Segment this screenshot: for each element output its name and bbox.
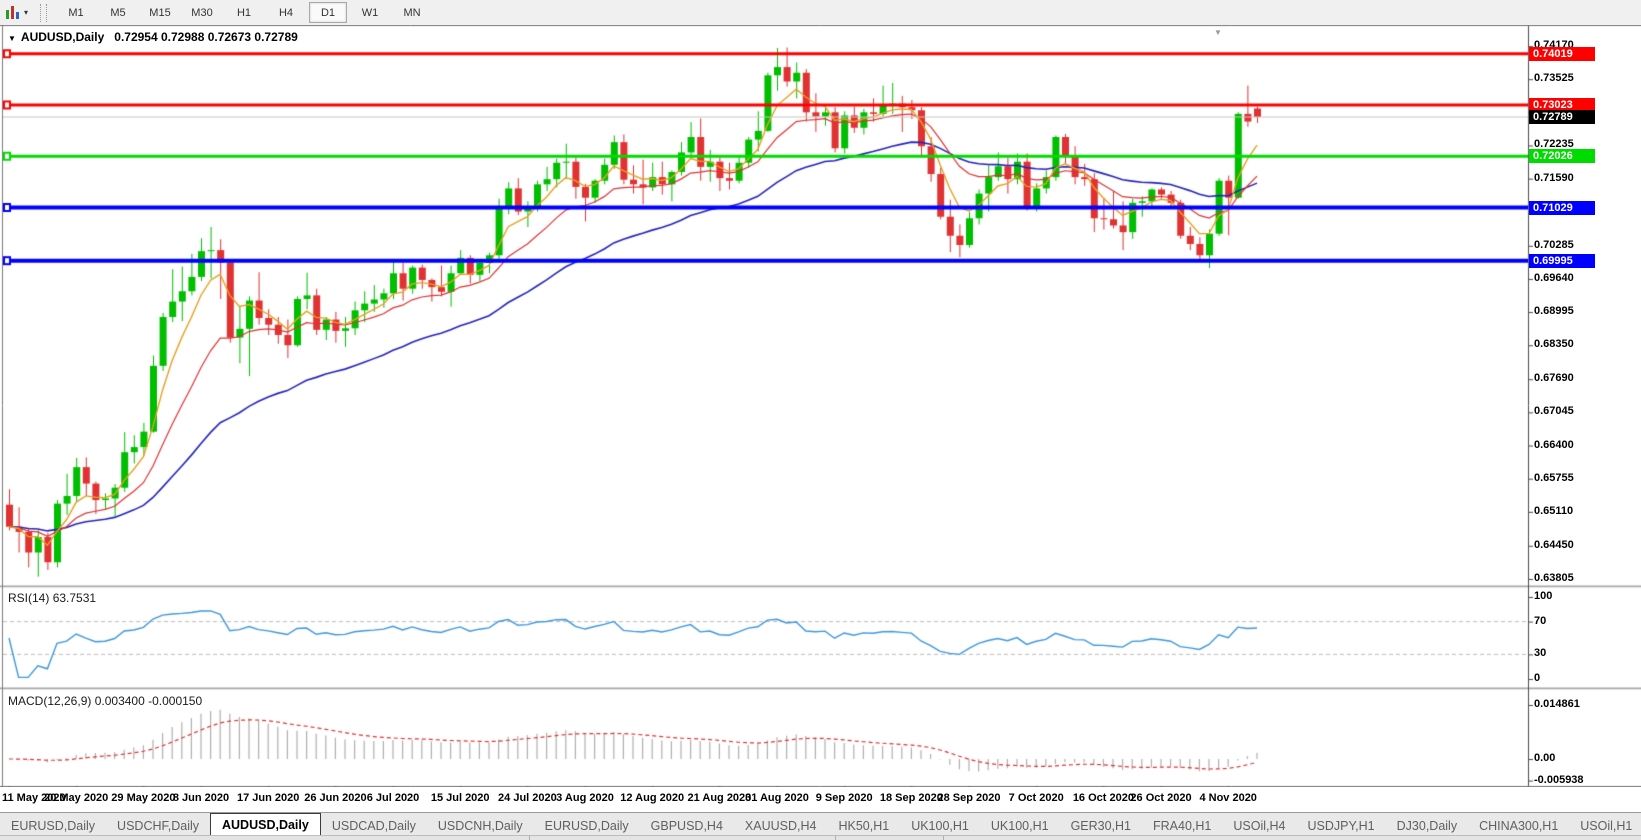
price-axis-tick: 0.65110 [1534,504,1574,517]
timeframe-buttons: M1 M5 M15 M30 H1 H4 D1 W1 MN [55,2,433,23]
level-price-badge: 0.69995 [1529,253,1595,268]
chart-tab-audusd-daily[interactable]: AUDUSD,Daily [210,813,321,836]
rsi-axis-tick: 70 [1534,614,1547,627]
timeframe-button-m15[interactable]: M15 [149,6,171,19]
chart-tab-uk100-h1[interactable]: UK100,H1 [911,819,969,833]
chart-tab-gbpusd-h4[interactable]: GBPUSD,H4 [650,819,723,833]
chart-tab-bar: EURUSD,Daily USDCHF,Daily AUDUSD,Daily USDC… [0,812,1641,836]
price-axis-tick: 0.68350 [1534,338,1574,351]
date-axis-label: 26 Jun 2020 [304,792,367,804]
date-axis-label: 7 Oct 2020 [1008,792,1064,804]
chart-tab-usdchf-daily[interactable]: USDCHF,Daily [117,819,199,833]
date-axis-label: 3 Aug 2020 [556,792,614,804]
chart-tab-usoil-h4[interactable]: USOil,H4 [1233,819,1286,833]
date-axis-label: 12 Aug 2020 [620,792,685,804]
date-axis-label: 31 Aug 2020 [745,792,809,804]
timeframe-button-m5[interactable]: M5 [110,6,126,19]
date-axis-label: 8 Jun 2020 [172,792,230,804]
date-axis-label: 29 May 2020 [111,792,176,804]
rsi-axis-tick: 100 [1534,590,1553,602]
timeframe-button-m30[interactable]: M30 [191,6,213,19]
status-bar [0,835,1641,840]
date-axis-label: 16 Oct 2020 [1072,792,1134,804]
date-axis-label: 18 Sep 2020 [879,792,943,804]
date-axis-label: 9 Sep 2020 [815,792,873,804]
chart-tab-dj30-daily[interactable]: DJ30,Daily [1396,819,1458,833]
date-axis-label: 24 Jul 2020 [498,792,557,804]
price-axis-tick: 0.72235 [1534,138,1574,151]
rsi-axis-tick: 30 [1534,647,1547,660]
level-price-badge: 0.73023 [1529,97,1595,112]
macd-axis-tick: 0.00 [1534,752,1556,764]
rsi-indicator-label: RSI(14) 63.7531 [8,591,97,605]
macd-values: 0.003400 -0.000150 [94,694,203,708]
chart-tab-china300-h1[interactable]: CHINA300,H1 [1479,819,1559,833]
chart-tab-xauusd-h4[interactable]: XAUUSD,H4 [744,819,817,833]
chart-tab-usdjpy-h1[interactable]: USDJPY,H1 [1307,819,1375,833]
price-axis-tick: 0.68995 [1534,305,1574,318]
price-axis-tick: 0.73525 [1534,72,1574,85]
price-chart-canvas[interactable] [0,25,1641,787]
chart-tab-hk50-h1[interactable]: HK50,H1 [838,819,890,833]
date-axis-label: 20 May 2020 [44,792,109,804]
current-price-badge: 0.72789 [1529,110,1595,124]
date-axis-label: 4 Nov 2020 [1199,792,1257,804]
timeframe-button-m1[interactable]: M1 [68,6,84,19]
macd-axis-tick: -0.005938 [1534,773,1584,786]
timeframe-toolbar: ▾ M1 M5 M15 M30 H1 H4 D1 W1 MN [0,0,1641,26]
price-axis-tick: 0.65755 [1534,471,1574,484]
chart-tab-eurusd-daily[interactable]: EURUSD,Daily [11,819,96,833]
level-price-badge: 0.74019 [1529,46,1595,61]
timeframe-button-mn[interactable]: MN [403,6,421,19]
level-price-badge: 0.71029 [1529,200,1595,215]
price-axis-tick: 0.64450 [1534,538,1574,551]
date-axis-label: 21 Aug 2020 [687,792,752,804]
price-axis-tick: 0.69640 [1534,271,1574,284]
date-axis-label: 28 Sep 2020 [937,792,1001,804]
price-axis-tick: 0.66400 [1534,438,1574,451]
chart-type-dropdown-icon[interactable]: ▾ [24,8,29,17]
chart-tab-usdcnh-daily[interactable]: USDCNH,Daily [437,819,523,833]
chart-ohlc-values: 0.72954 0.72988 0.72673 0.72789 [114,30,298,44]
chart-tab-uk100-h1[interactable]: UK100,H1 [990,819,1049,833]
chart-tab-usdcad-daily[interactable]: USDCAD,Daily [331,819,416,833]
chart-symbol: AUDUSD,Daily [20,30,105,44]
price-axis-tick: 0.63805 [1534,571,1574,584]
date-axis-label: 17 Jun 2020 [237,792,300,804]
price-axis-tick: 0.67690 [1534,372,1574,385]
chart-tab-eurusd-daily[interactable]: EURUSD,Daily [544,819,629,833]
date-axis-label: 15 Jul 2020 [430,792,490,804]
timeframe-button-h4[interactable]: H4 [278,6,294,19]
chart-tab-ger30-h1[interactable]: GER30,H1 [1070,819,1132,833]
collapse-caret-icon[interactable]: ▼ [8,34,16,43]
chart-title: ▼ AUDUSD,Daily 0.72954 0.72988 0.72673 0.7… [8,30,298,44]
chart-type-icon[interactable] [4,5,22,21]
date-axis-label: 11 May 2020 [2,792,66,804]
level-price-badge: 0.72026 [1529,149,1595,164]
chart-tab-usoil-h1[interactable]: USOil,H1 [1580,819,1633,833]
price-axis-tick: 0.71590 [1534,171,1574,184]
date-axis-label: 6 Jul 2020 [366,792,420,804]
chart-tab-fra40-h1[interactable]: FRA40,H1 [1153,819,1212,833]
rsi-value: 63.7531 [52,591,97,605]
timeframe-button-h1[interactable]: H1 [236,6,252,19]
date-axis-label: 26 Oct 2020 [1130,792,1192,804]
macd-indicator-label: MACD(12,26,9) 0.003400 -0.000150 [8,694,203,708]
rsi-axis-tick: 0 [1534,672,1541,684]
toolbar-grip[interactable] [40,3,47,22]
macd-axis-tick: 0.014861 [1534,698,1580,710]
chart-shift-marker-icon[interactable]: ▼ [1214,28,1222,37]
timeframe-button-d1[interactable]: D1 [309,2,347,23]
price-axis-tick: 0.67045 [1534,405,1574,418]
timeframe-button-w1[interactable]: W1 [361,6,379,19]
chart-window: ▼ AUDUSD,Daily 0.72954 0.72988 0.72673 0.7… [0,25,1641,804]
price-axis-tick: 0.70285 [1534,238,1574,251]
